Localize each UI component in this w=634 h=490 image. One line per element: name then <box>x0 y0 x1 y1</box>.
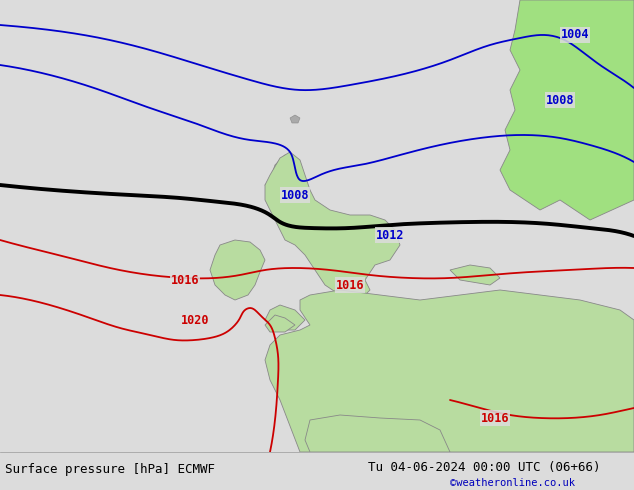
Polygon shape <box>450 265 500 285</box>
Polygon shape <box>265 315 295 332</box>
Text: Surface pressure [hPa] ECMWF: Surface pressure [hPa] ECMWF <box>5 463 215 476</box>
Text: 1016: 1016 <box>171 273 199 287</box>
Text: 1016: 1016 <box>481 412 509 424</box>
Text: 1008: 1008 <box>281 189 309 201</box>
Text: 1016: 1016 <box>336 278 365 292</box>
Polygon shape <box>265 152 400 300</box>
Text: 1008: 1008 <box>546 94 574 106</box>
Polygon shape <box>265 290 634 452</box>
Polygon shape <box>210 240 265 300</box>
Text: ©weatheronline.co.uk: ©weatheronline.co.uk <box>450 478 575 488</box>
Text: Tu 04-06-2024 00:00 UTC (06+66): Tu 04-06-2024 00:00 UTC (06+66) <box>368 461 600 474</box>
Polygon shape <box>305 415 450 452</box>
Text: 1004: 1004 <box>560 28 589 42</box>
Polygon shape <box>500 0 634 220</box>
Polygon shape <box>265 305 305 330</box>
Polygon shape <box>265 155 310 215</box>
Text: 1020: 1020 <box>181 314 209 326</box>
Polygon shape <box>290 115 300 123</box>
Text: 1012: 1012 <box>376 228 404 242</box>
